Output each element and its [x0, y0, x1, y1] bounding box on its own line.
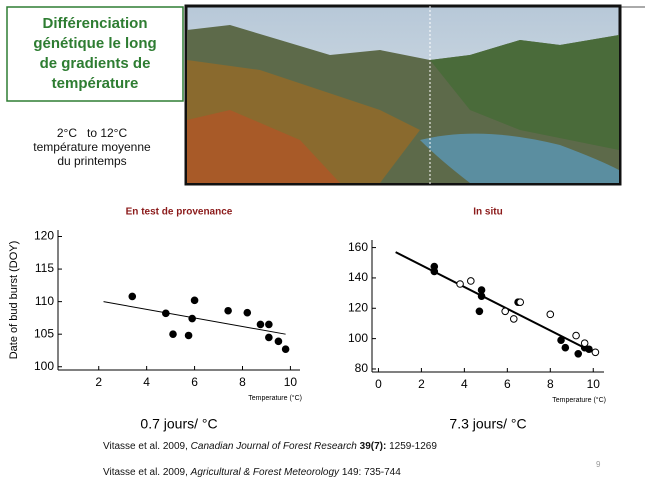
title-box — [6, 6, 184, 102]
citation-pages: 149: 735-744 — [339, 467, 401, 478]
y-tick-label: 110 — [35, 294, 54, 308]
point — [467, 277, 475, 285]
chart-title: In situ — [473, 207, 502, 218]
rate: 7.3 jours/ °C — [449, 416, 526, 432]
y-tick-label: 100 — [34, 359, 54, 373]
x-tick-label: 6 — [191, 375, 198, 389]
x-tick-label: 8 — [239, 375, 246, 389]
point — [265, 320, 273, 329]
point — [169, 330, 177, 338]
y-tick-label: 120 — [34, 229, 54, 243]
citation-authors: Vitasse et al. 2009, — [103, 441, 191, 452]
range-line: température moyenne — [33, 140, 151, 154]
point — [456, 280, 464, 288]
fit-line — [395, 251, 594, 354]
point — [265, 333, 273, 342]
y-axis-label: Date of bud burst (DOY) — [8, 241, 20, 360]
x-tick-label: 2 — [95, 375, 102, 389]
point — [243, 308, 252, 317]
y-tick-label: 120 — [348, 300, 368, 314]
citation-volume: 39(7): — [357, 441, 386, 452]
title-lines: Différenciation génétique le long de gradi… — [33, 15, 156, 92]
x-tick-label: 10 — [587, 377, 601, 391]
rate: 0.7 jours/ °C — [140, 416, 217, 432]
point — [274, 337, 283, 346]
x-tick-label: 4 — [143, 375, 150, 389]
point — [256, 320, 265, 329]
y-tick-label: 100 — [348, 331, 368, 345]
x-axis-label: Temperature (°C) — [552, 396, 606, 404]
x-axis-label: Temperature (°C) — [248, 394, 302, 402]
photo — [184, 4, 622, 186]
citation: Vitasse et al. 2009, Agricultural & Fore… — [103, 467, 401, 478]
point — [572, 331, 580, 340]
range-line: 2°C to 12°C — [57, 126, 128, 140]
y-tick-label: 140 — [348, 270, 368, 284]
point — [281, 345, 290, 353]
point — [561, 343, 570, 352]
title-line: température — [52, 75, 139, 92]
x-tick-label: 6 — [504, 377, 511, 391]
x-tick-label: 2 — [418, 377, 425, 391]
citation-journal: Agricultural & Forest Meteorology — [190, 467, 340, 478]
point — [188, 314, 196, 323]
y-tick-label: 115 — [35, 261, 54, 275]
point — [162, 309, 170, 318]
y-tick-label: 160 — [348, 240, 368, 254]
point — [128, 292, 137, 301]
point — [580, 339, 589, 347]
point — [574, 349, 583, 358]
title-line: génétique le long — [33, 35, 156, 52]
y-tick-label: 105 — [34, 326, 54, 340]
x-tick-label: 10 — [284, 375, 298, 389]
title-line: Différenciation — [42, 15, 147, 32]
x-tick-label: 4 — [461, 377, 468, 391]
point — [475, 307, 484, 316]
x-tick-label: 8 — [547, 377, 554, 391]
citation: Vitasse et al. 2009, Canadian Journal of… — [103, 441, 437, 452]
point — [509, 315, 518, 323]
point — [516, 298, 525, 307]
citation-pages: 1259-1269 — [386, 441, 437, 452]
point — [224, 306, 232, 315]
point — [557, 336, 565, 344]
point — [591, 348, 600, 357]
page-number: 9 — [596, 460, 601, 469]
point — [477, 292, 486, 300]
title-line: de gradients de — [40, 55, 151, 72]
point — [190, 296, 199, 305]
point — [585, 345, 593, 354]
range-line: du printemps — [57, 154, 126, 168]
citation-journal: Canadian Journal of Forest Research — [191, 441, 358, 452]
chart-title: En test de provenance — [126, 207, 233, 218]
point — [546, 310, 555, 319]
citation-authors: Vitasse et al. 2009, — [103, 467, 191, 478]
y-tick-label: 80 — [355, 361, 369, 375]
x-tick-label: 0 — [375, 377, 382, 391]
point — [430, 267, 439, 276]
point — [184, 331, 193, 340]
point — [501, 307, 509, 316]
